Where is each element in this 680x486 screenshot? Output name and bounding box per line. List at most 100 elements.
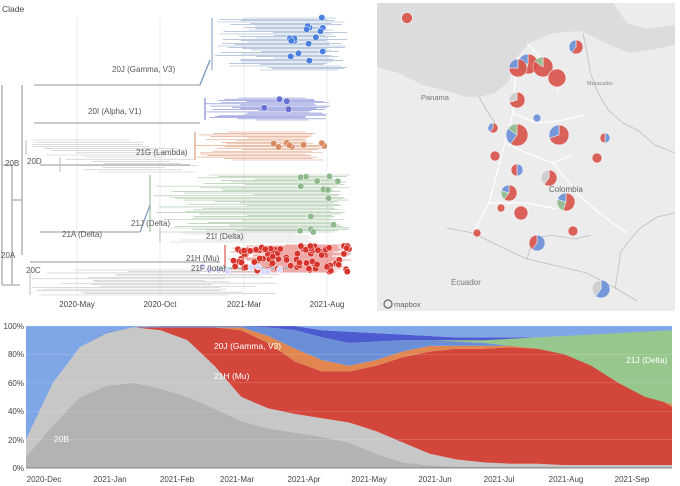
tree-tip[interactable] — [313, 177, 321, 185]
tree-tip[interactable] — [305, 265, 313, 273]
map-pie-slice[interactable] — [510, 123, 529, 147]
tree-tip[interactable] — [199, 263, 206, 271]
tree-tip[interactable] — [283, 97, 291, 105]
tree-tip[interactable] — [240, 247, 248, 255]
tree-tip[interactable] — [309, 228, 317, 236]
tree-tip[interactable] — [285, 141, 293, 149]
map-pie-slice[interactable] — [548, 124, 560, 139]
tree-tip[interactable] — [302, 259, 310, 267]
tree-tip[interactable] — [206, 266, 214, 274]
map-pie-slice[interactable] — [472, 228, 482, 238]
map-pie-slice[interactable] — [557, 192, 567, 203]
map-pie-slice[interactable] — [604, 132, 611, 144]
map-pie-slice[interactable] — [534, 56, 544, 68]
map-pie-slice[interactable] — [508, 58, 519, 69]
tree-tip[interactable] — [323, 263, 331, 271]
tree-tip[interactable] — [215, 266, 222, 274]
tree-tip[interactable] — [297, 173, 305, 181]
tree-tip[interactable] — [318, 14, 326, 22]
tree-tip[interactable] — [325, 172, 333, 180]
tree-tip[interactable] — [297, 242, 305, 250]
map-pie-markers[interactable] — [401, 12, 611, 299]
map-pie-slice[interactable] — [496, 203, 506, 213]
map-pie-slice[interactable] — [591, 152, 603, 164]
map-pie-slice[interactable] — [487, 122, 494, 133]
tree-tip[interactable] — [246, 247, 254, 255]
tree-tip[interactable] — [324, 186, 332, 194]
map-pie-slice[interactable] — [568, 39, 577, 54]
tree-tip[interactable] — [297, 182, 305, 190]
tree-tip[interactable] — [319, 47, 327, 55]
tree-tip[interactable] — [300, 141, 307, 149]
map-panel[interactable]: Panama Colombia Ecuador Maracaibo mapbox — [377, 3, 675, 311]
map-pie-slice[interactable] — [595, 279, 611, 299]
map-pie-slice[interactable] — [516, 163, 524, 177]
map-pie-slice[interactable] — [532, 113, 542, 123]
phylogeny-tree-panel[interactable]: Clade 20J (Gamma, V3) 20I (Alpha, V1) 20… — [0, 0, 372, 312]
tree-tip[interactable] — [314, 246, 322, 254]
map-pie-slice[interactable] — [513, 205, 529, 221]
tree-tip[interactable] — [276, 95, 283, 103]
tree-tip[interactable] — [250, 258, 258, 266]
frequencies-panel[interactable]: 100% 80% 60% 40% 20% 0% 2020-Dec 2021-Ja… — [0, 316, 680, 486]
map-pie-slice[interactable] — [503, 184, 518, 202]
tree-tip[interactable] — [269, 259, 277, 267]
tree-tip[interactable] — [276, 266, 284, 273]
tree-tip[interactable] — [293, 250, 301, 258]
map-pie-slice[interactable] — [599, 132, 606, 144]
map-pie-slice[interactable] — [501, 184, 510, 194]
map-svg[interactable]: Panama Colombia Ecuador Maracaibo mapbox — [377, 3, 675, 311]
tree-tip[interactable] — [325, 194, 332, 202]
map-pie-slice[interactable] — [571, 39, 584, 55]
tree-tip[interactable] — [313, 260, 321, 268]
tree-tip[interactable] — [269, 253, 277, 260]
map-pie-slice[interactable] — [591, 279, 602, 297]
tree-tip[interactable] — [252, 246, 260, 254]
tree-tip[interactable] — [296, 227, 304, 235]
map-pie-slice[interactable] — [510, 163, 518, 177]
tree-tip[interactable] — [330, 221, 338, 229]
map-pie-slice[interactable] — [489, 150, 501, 162]
tree-tip[interactable] — [305, 57, 313, 65]
tree-tip[interactable] — [287, 262, 295, 270]
tree-tip[interactable] — [285, 105, 292, 113]
tree-tip[interactable] — [283, 256, 291, 264]
tree-tip[interactable] — [303, 25, 311, 33]
tree-tip[interactable] — [343, 268, 351, 276]
frequencies-svg[interactable]: 100% 80% 60% 40% 20% 0% 2020-Dec 2021-Ja… — [0, 316, 680, 486]
map-pie-slice[interactable] — [508, 58, 528, 78]
tree-tip[interactable] — [287, 53, 295, 60]
map-pie-slice[interactable] — [543, 169, 558, 187]
tree-tip[interactable] — [270, 140, 278, 147]
tree-tip[interactable] — [275, 143, 282, 151]
tree-tip[interactable] — [238, 259, 245, 267]
tree-tip[interactable] — [312, 33, 320, 41]
tree-tip[interactable] — [256, 255, 264, 263]
tree-tip[interactable] — [231, 263, 239, 270]
tree-tip[interactable] — [254, 263, 262, 271]
tree-tip[interactable] — [296, 259, 303, 267]
tree-tip[interactable] — [276, 245, 284, 253]
map-pie-slice[interactable] — [401, 12, 413, 24]
tree-tips[interactable] — [199, 14, 353, 276]
tree-tip[interactable] — [230, 257, 237, 265]
tree-tip[interactable] — [287, 37, 295, 45]
tree-tip[interactable] — [305, 40, 313, 48]
map-pie-slice[interactable] — [540, 169, 550, 185]
map-pie-slice[interactable] — [507, 123, 518, 136]
tree-tip[interactable] — [318, 139, 326, 147]
map-pie-slice[interactable] — [508, 91, 518, 103]
phylogeny-tree-svg[interactable]: Clade 20J (Gamma, V3) 20I (Alpha, V1) 20… — [0, 0, 372, 312]
tree-tip[interactable] — [316, 27, 324, 35]
tree-tip[interactable] — [224, 267, 232, 275]
tree-tip[interactable] — [264, 267, 272, 275]
tree-tip[interactable] — [261, 245, 269, 253]
map-pie-slice[interactable] — [567, 225, 579, 237]
tree-tip[interactable] — [343, 244, 351, 252]
map-pie-slice[interactable] — [531, 234, 546, 252]
tree-tip[interactable] — [340, 250, 348, 258]
tree-tip[interactable] — [247, 263, 255, 271]
tree-tip[interactable] — [335, 261, 343, 269]
tree-tip[interactable] — [307, 213, 315, 220]
tree-tip[interactable] — [295, 49, 302, 57]
